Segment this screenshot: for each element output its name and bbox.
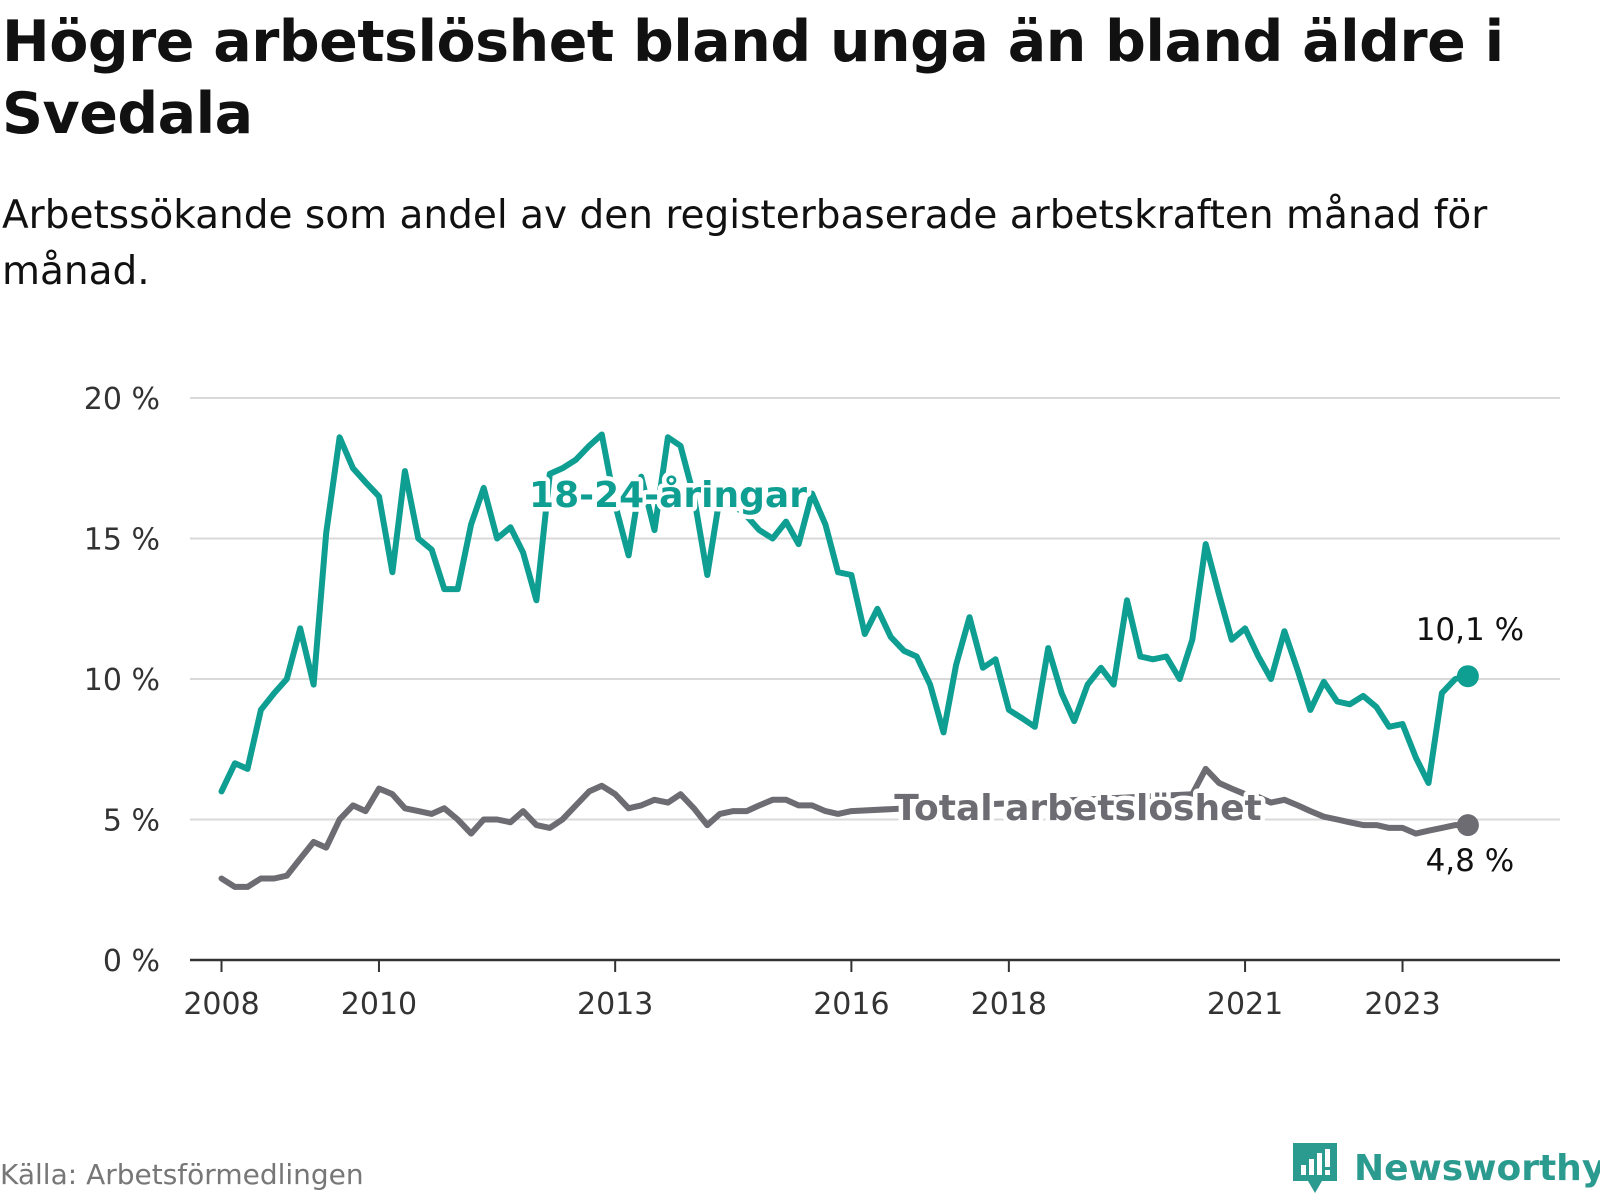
brand-logo: Newsworthy	[1290, 1140, 1600, 1196]
x-axis-ticks: 2008 2010 2013 2016 2018 2021 2023	[183, 960, 1441, 1022]
series-name-label: Total arbetslöshet	[894, 788, 1262, 829]
series-name-label: 18-24-åringar	[529, 475, 807, 516]
source-note: Källa: Arbetsförmedlingen	[0, 1158, 364, 1191]
y-tick-label: 10 %	[84, 663, 160, 698]
y-axis-tick-labels: 0 % 5 % 10 % 15 % 20 %	[84, 382, 160, 979]
x-tick-label: 2016	[813, 987, 889, 1022]
series-lines	[218, 431, 1479, 890]
series-end-value-label: 4,8 %	[1426, 843, 1515, 879]
chart-title: Högre arbetslöshet bland unga än bland ä…	[2, 9, 1504, 147]
y-tick-label: 20 %	[84, 382, 160, 417]
x-tick-label: 2008	[183, 987, 259, 1022]
line-chart: 0 %5 %10 %15 %20 % 2008 2010 2013 2016 2018 2…	[84, 382, 1560, 1022]
x-tick-label: 2023	[1364, 987, 1440, 1022]
series-line-total-arbetsl-shet	[218, 765, 1471, 890]
y-tick-label: 15 %	[84, 523, 160, 558]
series-end-marker	[1456, 665, 1479, 688]
x-tick-label: 2010	[341, 987, 417, 1022]
x-tick-label: 2021	[1207, 987, 1283, 1022]
x-tick-label: 2018	[971, 987, 1047, 1022]
series-end-value-label: 10,1 %	[1416, 612, 1524, 648]
series-end-marker	[1456, 814, 1479, 837]
newsworthy-logo-icon	[1293, 1143, 1337, 1193]
chart-subtitle: Arbetssökande som andel av den registerb…	[2, 193, 1488, 294]
brand-name: Newsworthy	[1354, 1147, 1600, 1189]
series-labels: 10,1 % 4,8 % 18-24-åringar Total arbetslösh…	[525, 471, 1525, 880]
y-tick-label: 0 %	[103, 944, 160, 979]
series-line-18-24-ringar	[218, 431, 1471, 795]
x-tick-label: 2013	[577, 987, 653, 1022]
y-tick-label: 5 %	[103, 804, 160, 839]
